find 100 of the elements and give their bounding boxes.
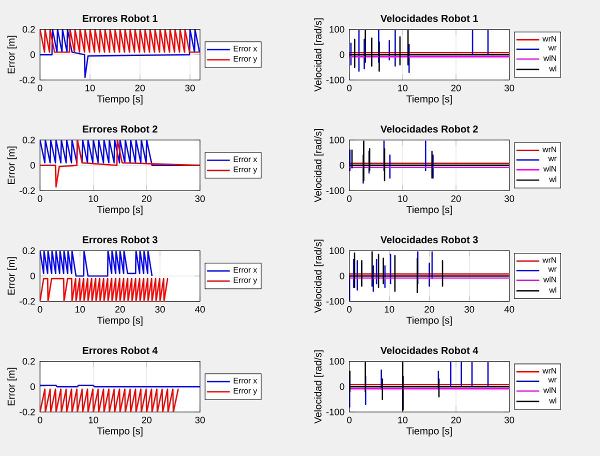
y-tick-label: -0.2 — [20, 298, 35, 305]
y-tick-label: 0 — [340, 162, 344, 169]
x-tick-label: 30 — [504, 416, 514, 424]
legend-label: Error x — [234, 378, 258, 384]
line-series — [40, 29, 200, 78]
legend-label: wr — [548, 378, 557, 382]
x-axis-title: Tiempo [s] — [97, 316, 142, 326]
y-tick-label: 0 — [30, 383, 35, 390]
legend-label: wlN — [543, 276, 556, 282]
x-tick-label: 20 — [142, 195, 152, 202]
x-axis-title: Tiempo [s] — [406, 316, 452, 326]
x-tick-label: 10 — [398, 416, 408, 424]
y-axis-title: Velocidad [rad/s] — [314, 129, 324, 202]
y-tick-label: -100 — [326, 187, 344, 194]
x-tick-label: 30 — [504, 195, 514, 202]
legend-label: Error y — [234, 56, 258, 64]
x-axis-title: Tiempo [s] — [97, 427, 142, 436]
y-tick-label: 100 — [330, 247, 344, 254]
y-axis-title: Velocidad [rad/s] — [314, 18, 324, 92]
y-axis-title: Error [m] — [7, 36, 17, 74]
legend-label: wr — [548, 156, 557, 162]
x-tick-label: 10 — [86, 84, 95, 92]
y-tick-label: 0.2 — [22, 358, 35, 365]
y-tick-label: -0.2 — [20, 408, 35, 416]
x-tick-label: 30 — [195, 195, 205, 202]
x-tick-label: 10 — [398, 195, 408, 202]
legend-label: wlN — [543, 387, 556, 393]
x-tick-label: 10 — [88, 416, 98, 424]
chart-title: Errores Robot 4 — [82, 346, 158, 354]
y-tick-label: -100 — [326, 298, 344, 305]
x-tick-label: 30 — [195, 416, 205, 424]
x-axis-title: Tiempo [s] — [97, 95, 142, 104]
legend-label: wrN — [542, 36, 556, 42]
x-tick-label: 30 — [155, 306, 165, 313]
y-tick-label: 0 — [30, 162, 35, 169]
y-tick-label: 0 — [340, 51, 344, 58]
x-tick-label: 0 — [347, 306, 352, 313]
y-tick-label: -0.2 — [20, 76, 35, 84]
legend-label: wrN — [542, 257, 556, 263]
x-tick-label: 20 — [135, 84, 145, 92]
line-series — [40, 140, 200, 188]
legend-label: wl — [549, 176, 556, 182]
x-tick-label: 0 — [38, 306, 42, 313]
x-axis-title: Tiempo [s] — [406, 206, 452, 216]
x-tick-label: 0 — [347, 195, 352, 202]
legend-label: wlN — [543, 166, 556, 172]
x-tick-label: 0 — [38, 195, 42, 202]
legend-label: Error y — [234, 388, 258, 396]
chart-title: Errores Robot 1 — [82, 14, 158, 22]
y-tick-label: -100 — [326, 408, 344, 416]
x-tick-label: 40 — [504, 306, 514, 313]
x-tick-label: 10 — [398, 84, 408, 92]
legend-label: Error x — [234, 46, 258, 52]
chart-title: Velocidades Robot 1 — [380, 14, 478, 22]
legend-label: wr — [548, 46, 557, 50]
legend-label: Error y — [234, 166, 258, 174]
x-tick-label: 40 — [195, 306, 205, 313]
legend-label: wlN — [543, 55, 556, 61]
x-tick-label: 0 — [347, 416, 352, 424]
chart-title: Velocidades Robot 4 — [380, 346, 478, 354]
y-axis-title: Velocidad [rad/s] — [314, 350, 324, 424]
legend-label: wl — [549, 66, 556, 72]
y-tick-label: 0.2 — [22, 136, 35, 144]
x-axis-title: Tiempo [s] — [97, 206, 142, 216]
y-axis-title: Error [m] — [7, 146, 17, 184]
chart-title: Velocidades Robot 3 — [380, 236, 478, 244]
x-tick-label: 10 — [384, 306, 394, 313]
x-tick-label: 20 — [451, 195, 461, 202]
chart-title: Errores Robot 3 — [82, 236, 158, 244]
legend-label: wl — [549, 398, 556, 404]
y-tick-label: 0 — [30, 51, 35, 58]
y-axis-title: Velocidad [rad/s] — [314, 240, 324, 313]
x-tick-label: 30 — [504, 84, 514, 92]
legend-label: Error y — [234, 277, 258, 284]
x-tick-label: 10 — [88, 195, 98, 202]
y-tick-label: 0 — [340, 383, 344, 390]
x-axis-title: Tiempo [s] — [406, 427, 452, 436]
y-tick-label: -100 — [326, 76, 344, 84]
legend-label: wr — [548, 267, 557, 272]
y-tick-label: 0.2 — [22, 247, 35, 254]
y-axis-title: Error [m] — [7, 368, 17, 406]
x-tick-label: 20 — [424, 306, 434, 313]
x-tick-label: 0 — [347, 84, 352, 92]
x-tick-label: 20 — [451, 416, 461, 424]
legend-label: wl — [549, 286, 556, 293]
y-tick-label: 100 — [330, 136, 344, 144]
y-tick-label: 0 — [340, 272, 344, 280]
legend-label: wrN — [542, 368, 556, 374]
legend-label: Error x — [234, 267, 258, 273]
chart-title: Velocidades Robot 2 — [380, 125, 478, 133]
chart-title: Errores Robot 2 — [82, 125, 158, 133]
x-tick-label: 20 — [142, 416, 152, 424]
y-tick-label: 0.2 — [22, 26, 35, 33]
legend-label: Error x — [234, 156, 258, 162]
x-tick-label: 20 — [451, 84, 461, 92]
y-tick-label: 0 — [30, 272, 35, 280]
x-tick-label: 20 — [115, 306, 125, 313]
y-tick-label: -0.2 — [20, 187, 35, 194]
x-tick-label: 0 — [38, 416, 42, 424]
y-tick-label: 100 — [330, 358, 344, 365]
